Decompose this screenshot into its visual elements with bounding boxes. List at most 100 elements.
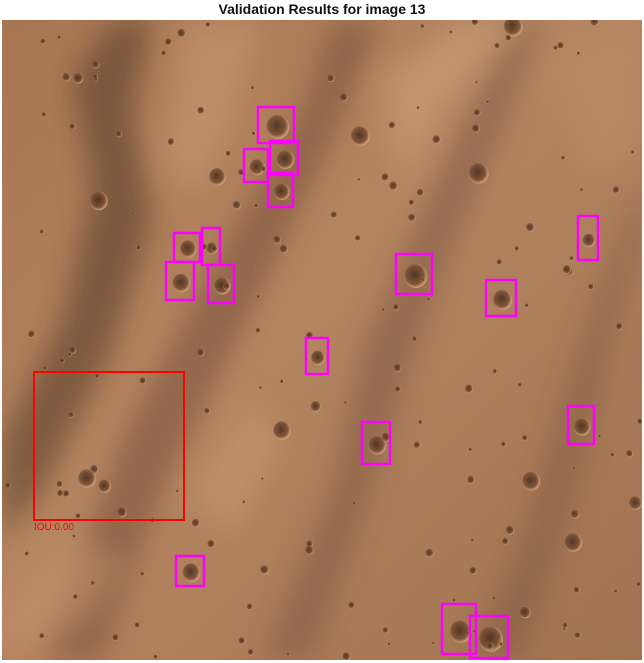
prediction-box — [394, 252, 434, 296]
crater — [563, 627, 566, 631]
crater — [496, 259, 503, 266]
crater — [393, 303, 400, 311]
crater — [553, 45, 558, 51]
crater — [499, 642, 503, 647]
crater — [517, 382, 523, 388]
crater — [62, 72, 71, 82]
crater — [242, 500, 246, 504]
iou-label: IOU:0.00 — [34, 522, 74, 533]
crater — [57, 489, 64, 497]
crater — [628, 496, 642, 511]
prediction-box — [566, 404, 596, 446]
crater — [311, 350, 326, 366]
crater — [357, 178, 361, 181]
crater — [182, 563, 201, 582]
crater — [418, 420, 423, 425]
crater — [382, 308, 385, 312]
crater — [327, 74, 335, 83]
crater — [208, 167, 226, 186]
crater — [404, 263, 428, 289]
crater — [381, 173, 390, 182]
crater — [452, 598, 457, 603]
prediction-box — [468, 614, 510, 660]
crater — [255, 327, 261, 334]
prediction-box — [164, 260, 196, 302]
crater — [98, 479, 111, 493]
crater — [342, 652, 351, 660]
crater — [28, 330, 36, 338]
crater — [112, 634, 120, 642]
crater — [279, 244, 288, 254]
crater — [467, 475, 475, 484]
crater — [41, 112, 47, 117]
crater — [260, 166, 267, 172]
crater — [94, 77, 98, 82]
crater — [564, 533, 583, 552]
crater — [304, 545, 314, 555]
crater — [72, 594, 79, 600]
crater — [310, 400, 322, 413]
crater — [408, 199, 415, 206]
crater — [464, 384, 474, 394]
crater — [352, 501, 356, 505]
crater — [588, 283, 594, 290]
crater — [573, 586, 580, 594]
crater — [469, 566, 477, 575]
crater — [57, 35, 62, 40]
crater — [388, 121, 396, 129]
crater — [492, 369, 498, 374]
crater — [280, 379, 284, 384]
ground-truth-box — [33, 371, 185, 521]
crater — [344, 401, 347, 405]
crater — [505, 34, 512, 41]
crater — [569, 256, 574, 261]
crater — [524, 303, 529, 308]
crater — [348, 601, 355, 609]
mars-terrain-image: IOU:0.00 — [2, 20, 642, 660]
crater — [330, 211, 338, 219]
crater — [576, 51, 581, 56]
crater — [56, 480, 63, 488]
crater — [449, 620, 472, 643]
crater — [425, 548, 434, 558]
crater — [492, 289, 513, 310]
figure-title: Validation Results for image 13 — [218, 1, 426, 17]
crater — [175, 489, 179, 493]
crater — [420, 24, 425, 29]
crater — [276, 150, 295, 170]
crater — [139, 377, 147, 385]
crater — [95, 373, 100, 379]
crater — [232, 200, 241, 210]
crater — [522, 434, 528, 441]
crater — [24, 551, 30, 556]
crater — [260, 565, 270, 575]
crater — [261, 477, 264, 481]
crater — [134, 622, 141, 628]
crater — [161, 50, 167, 56]
crater — [562, 622, 569, 629]
crater — [381, 432, 391, 442]
prediction-box — [440, 602, 478, 656]
crater — [636, 581, 642, 587]
crater — [59, 358, 65, 364]
crater — [350, 126, 370, 146]
crater — [394, 386, 401, 393]
crater — [354, 235, 361, 242]
crater — [626, 449, 634, 458]
crater — [172, 273, 191, 293]
crater — [222, 282, 231, 290]
crater — [505, 525, 515, 535]
crater — [570, 509, 580, 519]
crater — [412, 336, 418, 342]
crater — [486, 642, 494, 650]
crater — [251, 131, 256, 136]
crater — [62, 490, 70, 498]
crater — [389, 181, 398, 191]
crater — [413, 441, 421, 449]
prediction-box — [256, 105, 296, 145]
crater — [254, 203, 259, 208]
crater — [471, 20, 479, 26]
crater — [561, 155, 566, 161]
crater — [250, 86, 255, 90]
crater — [68, 411, 75, 418]
